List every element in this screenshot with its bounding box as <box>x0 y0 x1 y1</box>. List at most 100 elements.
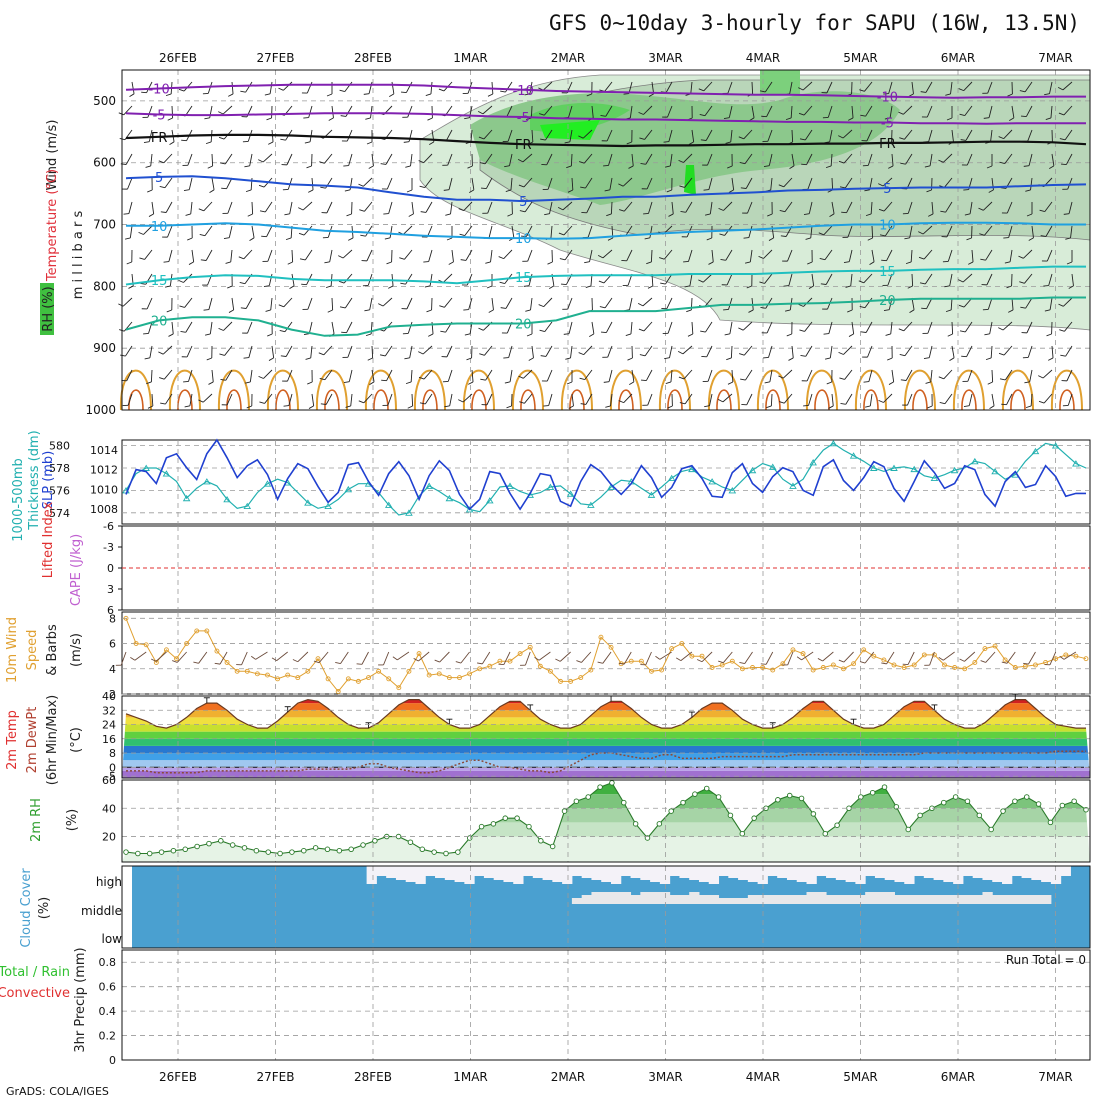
wind-barb-flag <box>482 212 488 214</box>
wind-barb-shaft <box>291 249 294 263</box>
wind-barb-flag <box>887 357 893 361</box>
wind-barb-shaft <box>928 129 933 142</box>
wind-barb-flag <box>499 281 505 285</box>
minmax-label: (6hr Min/Max) <box>45 695 60 785</box>
wind10-barb-flag <box>980 660 986 663</box>
wind-barb <box>448 249 454 265</box>
wind-barb-shaft <box>669 153 673 166</box>
cloud-high-cell <box>464 866 475 884</box>
wind10-barb-flag <box>250 655 256 660</box>
wind-barb-flag <box>466 357 472 361</box>
rh2m-point <box>490 821 497 827</box>
wind-barb-flag <box>909 309 915 314</box>
wind-barb-flag <box>864 189 870 192</box>
temperature-label: Temperature (°C) <box>45 169 60 282</box>
wind-barb <box>984 321 993 336</box>
thickness-point <box>445 494 454 502</box>
surface-temp-contour <box>707 369 740 411</box>
wind-barb <box>1044 81 1053 96</box>
wind-barb <box>479 345 493 356</box>
wind-barb-shaft <box>384 345 393 357</box>
wind-barb-shaft <box>410 369 413 383</box>
wind-barb <box>826 369 833 385</box>
wind-barb-flag <box>405 165 411 168</box>
wind10-point <box>679 641 685 646</box>
wind-barb <box>564 129 573 144</box>
wind-barb <box>1061 369 1073 382</box>
wind-barb-shaft <box>391 81 395 94</box>
wind-barb-shaft <box>511 225 515 238</box>
wind-barb <box>518 369 533 379</box>
wind-barb-flag <box>726 357 732 361</box>
wind-barb-flag <box>566 165 572 169</box>
wind-barb-shaft <box>667 105 673 118</box>
wind-barb-flag <box>667 405 673 409</box>
wind-barb-flag <box>504 381 511 384</box>
wind-barb-flag <box>984 333 990 336</box>
temp-tick-label: 24 <box>102 719 116 732</box>
wind-barb-flag <box>666 189 672 193</box>
wind10-barb-flag <box>236 664 242 666</box>
rh2m-point <box>312 845 319 851</box>
wind-barb-flag <box>268 141 274 145</box>
cloud-middle-cell <box>669 895 680 904</box>
wind-barb <box>683 249 693 263</box>
wind-barb-shaft <box>990 129 993 142</box>
wind-barb <box>606 201 613 217</box>
wind-barb <box>540 129 553 141</box>
temp-band <box>122 753 1090 761</box>
wind-barb-flag <box>303 117 309 119</box>
wind-barb-flag <box>840 402 846 405</box>
wind-barb-shaft <box>582 129 593 139</box>
wind-barb-flag <box>1038 400 1045 404</box>
rh2m-point <box>1000 808 1006 814</box>
wind-barb-shaft <box>986 273 993 286</box>
wind-barb-flag <box>339 306 346 309</box>
wind-barb <box>121 369 133 382</box>
wind-barb-shaft <box>991 393 995 406</box>
wind-barb-shaft <box>331 321 335 334</box>
wind-barb <box>360 225 373 237</box>
wind-barb-flag <box>318 352 324 356</box>
wind-barb <box>668 201 674 217</box>
wind10-barb-flag <box>640 664 646 666</box>
wind-barb <box>402 105 413 118</box>
cloud-high-cell <box>1002 866 1013 884</box>
wind-barb-shaft <box>167 225 173 238</box>
wind-barb-flag <box>307 381 313 385</box>
wind-barb-flag <box>361 260 367 262</box>
wind-barb-shaft <box>348 153 353 166</box>
wind-barb-flag <box>860 331 867 333</box>
wind-barb-flag <box>498 256 504 260</box>
wind-barb-shaft <box>950 81 953 94</box>
wind-barb-flag <box>1023 165 1030 167</box>
cloud-high-cell <box>845 866 856 882</box>
wind-barb <box>644 225 653 240</box>
wind10-barb-flag <box>193 661 199 664</box>
isotherm-label: 10 <box>151 220 168 235</box>
wind-barb-shaft <box>1004 153 1013 164</box>
wind-barb-shaft <box>211 153 214 167</box>
wind-barb <box>998 345 1013 356</box>
wind10-point <box>568 678 574 684</box>
wind-barb-flag <box>402 116 408 118</box>
wind-barb-flag <box>842 236 848 238</box>
wind-barb-flag <box>904 237 910 240</box>
wind-barb <box>779 393 793 404</box>
wind-barb-shaft <box>765 297 773 309</box>
wind-barb-flag <box>282 188 289 191</box>
wind-barb <box>219 345 233 356</box>
wind-barb-flag <box>603 381 610 383</box>
wind-barb-shaft <box>1027 129 1033 142</box>
wind-barb-flag <box>406 189 413 193</box>
wind-barb-flag <box>878 208 885 212</box>
isotherm-label: FR <box>515 138 532 153</box>
wind-barb-shaft <box>285 345 293 357</box>
cloud-middle-cell <box>894 895 905 904</box>
wind-barb-flag <box>184 405 191 408</box>
wind-barb-flag <box>283 405 289 407</box>
wind10-barb-shaft <box>538 651 551 661</box>
chart-title: GFS 0~10day 3-hourly for SAPU (16W, 13.5… <box>549 11 1080 35</box>
wind-barb-shaft <box>851 321 855 334</box>
